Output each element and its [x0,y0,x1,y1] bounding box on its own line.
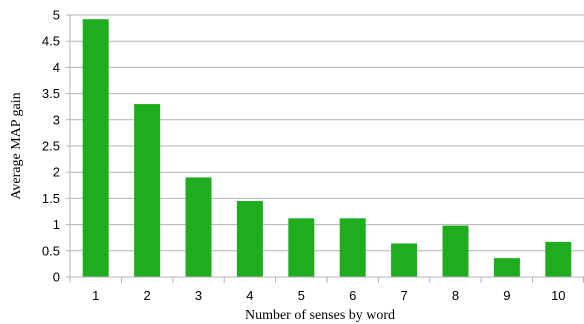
x-tick-label: 8 [452,288,459,303]
bar [545,241,572,277]
bar [339,218,366,277]
x-tick-label: 3 [195,288,202,303]
y-tick-label: 2.5 [42,139,60,154]
y-tick-label: 0 [53,270,60,285]
x-tick-label: 5 [298,288,305,303]
y-axis-title: Average MAP gain [9,92,24,199]
bar [442,225,469,277]
x-tick-label: 6 [349,288,356,303]
y-tick-label: 4.5 [42,34,60,49]
y-tick-label: 4 [53,60,60,75]
y-tick-label: 3.5 [42,86,60,101]
x-tick-label: 2 [143,288,150,303]
x-tick-label: 10 [551,288,565,303]
x-tick-label: 9 [503,288,510,303]
y-tick-label: 5 [53,8,60,23]
y-tick-labels: 0 0.5 1 1.5 2 2.5 3 3.5 4 4.5 5 [42,8,60,285]
x-tick-label: 1 [92,288,99,303]
x-tick-label: 4 [246,288,253,303]
bar [134,104,161,277]
y-tick-label: 1 [53,217,60,232]
y-tick-label: 3 [53,112,60,127]
x-tick-labels: 1 2 3 4 5 6 7 8 9 10 [92,288,565,303]
y-tick-label: 2 [53,165,60,180]
bar [236,201,263,277]
x-axis-title: Number of senses by word [245,308,395,323]
bar [82,19,109,278]
bar [288,218,315,277]
bar [493,258,520,277]
y-tick-label: 1.5 [42,191,60,206]
x-tick-label: 7 [400,288,407,303]
bar [391,243,418,277]
bars [82,19,572,278]
y-tick-label: 0.5 [42,243,60,258]
bar [185,177,212,277]
